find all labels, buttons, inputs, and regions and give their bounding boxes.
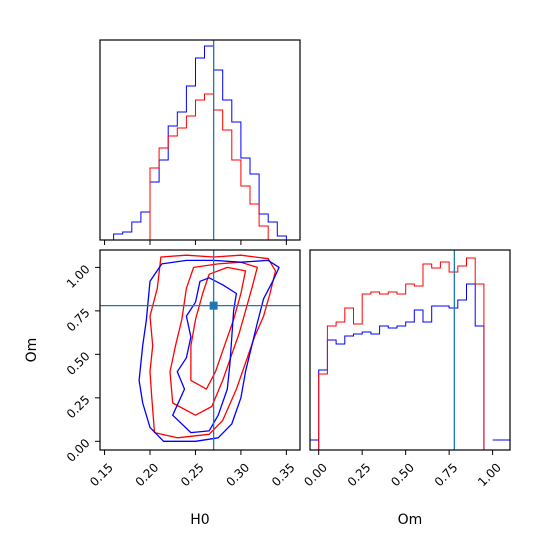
hist-h0-panel xyxy=(99,39,301,245)
red-contour-2 xyxy=(169,261,258,416)
om-ytick-label: 0.75 xyxy=(64,306,93,335)
truth-marker xyxy=(209,301,218,310)
om-hist-red xyxy=(318,257,493,450)
om-ytick-label: 0.25 xyxy=(64,393,93,422)
om-hist-frame xyxy=(309,249,511,451)
h0-hist-frame xyxy=(99,39,301,241)
h0-hist-red xyxy=(113,93,287,240)
red-contour-1 xyxy=(149,254,277,439)
h0-xtick-label: 0.35 xyxy=(269,460,298,489)
hist-om-panel: 0.00 0.25 0.50 0.75 1.00 xyxy=(301,249,511,489)
h0-axis-title: H0 xyxy=(190,512,209,528)
om-hist-blue xyxy=(318,283,493,450)
om-ytick-label: 0.00 xyxy=(64,436,93,465)
om-ytick-label: 1.00 xyxy=(64,262,93,291)
om-hist-xtick-label: 0.00 xyxy=(301,460,330,489)
red-contour-3 xyxy=(190,266,247,390)
om-hist-xtick-label: 0.50 xyxy=(388,460,417,489)
om-x-axis-title: Om xyxy=(398,512,423,528)
blue-contour-1 xyxy=(138,259,280,442)
h0-xtick-label: 0.20 xyxy=(133,460,162,489)
h0-hist-blue xyxy=(113,45,287,240)
h0-xtick-label: 0.30 xyxy=(223,460,252,489)
h0-xtick-label: 0.25 xyxy=(178,460,207,489)
om-ytick-label: 0.50 xyxy=(64,349,93,378)
om-hist-xtick-label: 0.75 xyxy=(432,460,461,489)
om-hist-xtick-label: 0.25 xyxy=(345,460,374,489)
contour-frame xyxy=(99,249,301,451)
om-y-axis-title: Om xyxy=(24,338,40,363)
blue-contour-2 xyxy=(172,277,238,434)
h0-om-contour-panel: 0.15 0.20 0.25 0.30 0.35 0.00 0.25 0.50 0.75 1.00 xyxy=(64,249,301,489)
om-hist-xtick-label: 1.00 xyxy=(475,460,504,489)
h0-xtick-label: 0.15 xyxy=(87,460,116,489)
